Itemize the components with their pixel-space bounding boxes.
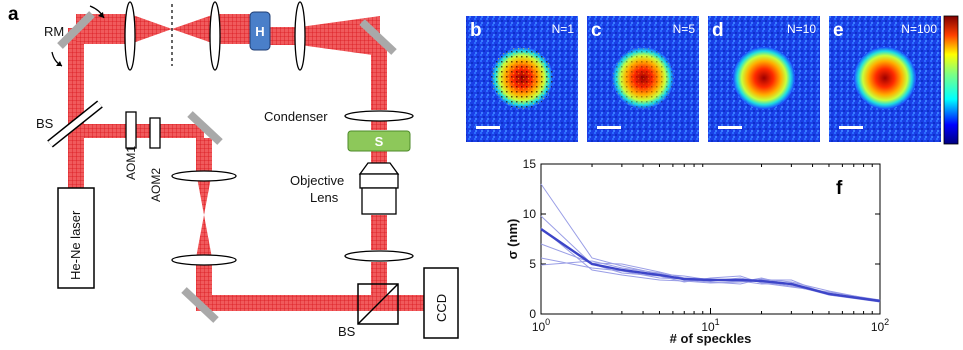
lens-mid-1 [171,170,237,182]
speckle-texture [612,47,674,109]
speckle-panel-letter: c [591,20,602,41]
speckle-panel-e: e N=100 [829,16,941,142]
scale-bar [718,126,742,129]
speckle-panel-b: b N=1 [466,16,578,142]
h-element [249,11,271,51]
trial-line-6 [540,260,881,302]
tube-lens [344,250,414,262]
mirror-side [187,111,223,145]
mean-line [540,228,881,303]
scale-bar [597,126,621,129]
lens-top-1 [124,1,136,71]
speckle-panel-c: c N=5 [587,16,699,142]
speckle-spot [733,47,795,109]
x-tick-label: 100 [532,317,550,334]
ccd-camera [423,267,459,339]
speckle-panel-label: N=100 [901,22,937,36]
he-ne-laser [57,187,95,289]
objective-lens [358,162,400,215]
speckle-panel-label: N=1 [552,22,575,36]
beam-splitter-cube [357,283,399,325]
speckle-panel-label: N=10 [787,22,816,36]
speckle-panel-label: N=5 [673,22,696,36]
objective-label-line2: Lens [310,190,339,205]
mirror-bottom-left [181,287,219,323]
panel-f-letter: f [836,178,843,199]
aom2 [149,117,161,149]
lens-top-2 [209,1,221,71]
bs-top-label: BS [36,116,54,131]
sample-label: S [375,134,384,149]
objective-label-line1: Objective [290,173,344,188]
lens-top-3 [294,1,306,71]
bs-bottom-label: BS [338,324,356,339]
ccd-label: CCD [434,294,449,322]
aom2-label: AOM2 [149,168,163,202]
speckle-spot [854,47,916,109]
laser-label: He-Ne laser [68,210,83,280]
speckle-images: b N=1 c N=5 d N=10 e N=100 [466,16,941,142]
mirror-top-right [359,19,397,55]
speckle-texture [491,47,553,109]
aom1 [125,111,137,149]
scale-bar [476,126,500,129]
scale-bar [839,126,863,129]
h-label: H [255,24,264,39]
speckle-panel-d: d N=10 [708,16,820,142]
speckle-panel-letter: b [470,20,482,41]
y-tick-label: 10 [523,207,537,221]
y-tick-label: 5 [529,257,536,271]
speckle-panel-letter: e [833,20,844,41]
lens-mid-2 [171,254,237,266]
x-axis-label: # of speckles [670,331,752,346]
speckle-panel-letter: d [712,20,724,41]
y-tick-label: 15 [523,157,537,171]
sample [347,130,411,152]
colorbar [943,15,959,145]
condenser-label: Condenser [264,109,328,124]
plot-frame [540,163,881,315]
x-tick-label: 102 [871,317,889,334]
rm-label: RM [44,24,64,39]
rotating-mirror [57,11,95,49]
aom1-label: AOM1 [124,146,138,180]
condenser-lens [344,110,414,122]
panel-a-letter: a [8,4,19,25]
y-axis-label: σ (nm) [505,219,520,260]
y-tick-label: 0 [529,307,536,321]
